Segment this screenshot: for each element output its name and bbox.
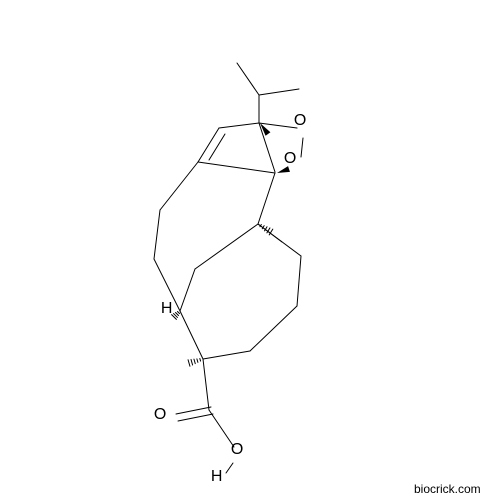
atom-label-o4: O: [231, 442, 243, 458]
watermark-text: biocrick.com: [414, 482, 481, 496]
atom-label-o1: O: [294, 113, 306, 129]
atom-label-o3: O: [154, 407, 166, 423]
molecule-canvas: O O O O H H biocrick.com: [0, 0, 500, 500]
molecule-svg: [0, 0, 500, 500]
atom-label-o2: O: [284, 151, 296, 167]
atom-label-h1: H: [211, 469, 223, 485]
atom-label-h2: H: [161, 301, 173, 317]
